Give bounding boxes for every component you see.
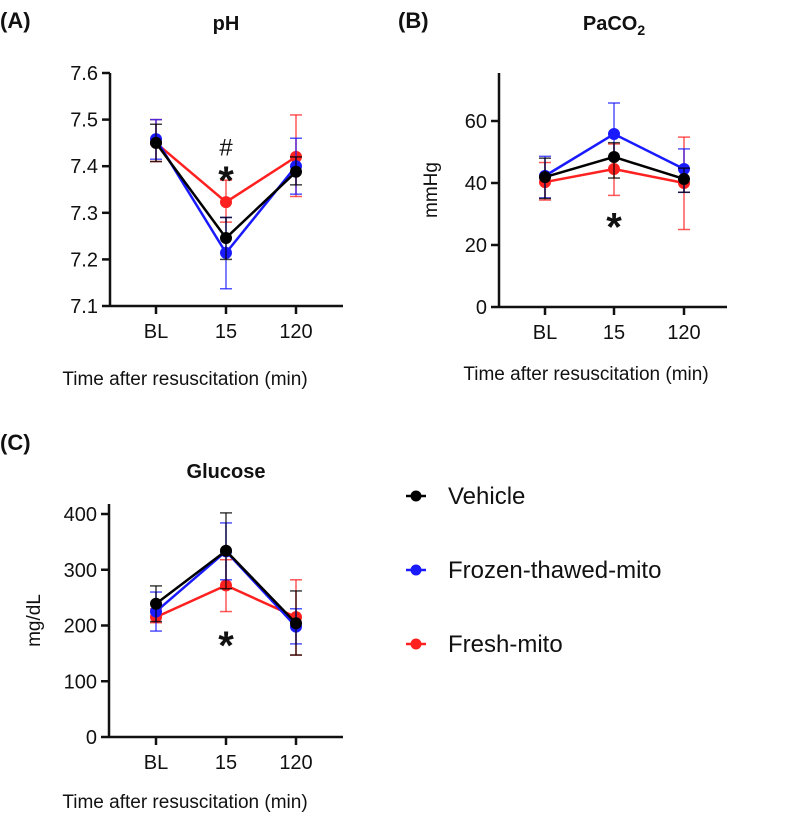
- panel-title-b: PaCO2: [583, 13, 645, 38]
- x-tick-label: BL: [144, 752, 168, 774]
- x-axis-label: Time after resuscitation (min): [62, 369, 307, 390]
- y-tick-label: 7.3: [70, 203, 98, 225]
- data-point: [220, 544, 232, 557]
- data-point: [150, 597, 162, 610]
- y-tick-label: 0: [86, 727, 97, 749]
- title-b-subscript: 2: [637, 22, 645, 38]
- x-tick-label: 120: [667, 322, 700, 344]
- y-tick-label: 100: [64, 671, 97, 693]
- panel-2: 0 100 200 300 400 BL 15 120 Time after resuscita…: [24, 504, 343, 813]
- title-b-main: PaCO: [583, 13, 637, 35]
- series-vehicle: [150, 123, 302, 261]
- y-tick-label: 7.2: [70, 249, 98, 271]
- legend-label: Frozen-thawed-mito: [448, 557, 661, 584]
- y-axis-label: mmHg: [421, 162, 442, 218]
- y-tick-label: 7.5: [70, 110, 98, 132]
- x-tick-label: 15: [215, 752, 237, 774]
- y-tick-label: 400: [64, 504, 97, 526]
- x-tick-label: 15: [603, 322, 625, 344]
- x-tick-label: BL: [533, 322, 557, 344]
- legend-label: Fresh-mito: [448, 631, 563, 658]
- data-point: [150, 136, 162, 149]
- significance-annotation: *: [218, 159, 234, 203]
- significance-annotation: *: [218, 624, 234, 668]
- y-tick-label: 40: [465, 173, 487, 195]
- series-vehicle: [150, 512, 302, 656]
- panel-1: 0 20 40 60 BL 15 120 Time after resuscitation (…: [421, 73, 727, 385]
- data-point: [290, 165, 302, 178]
- significance-annotation: *: [606, 205, 622, 249]
- significance-annotation: #: [219, 135, 233, 162]
- x-axis-label: Time after resuscitation (min): [62, 792, 307, 813]
- y-tick-label: 20: [465, 235, 487, 257]
- panel-label-c: (C): [0, 430, 31, 455]
- legend-marker: [410, 564, 422, 576]
- y-tick-label: 200: [64, 616, 97, 638]
- y-tick-label: 60: [465, 111, 487, 133]
- x-axis-label: Time after resuscitation (min): [463, 364, 708, 385]
- data-point: [678, 172, 690, 185]
- series-vehicle: [539, 141, 690, 200]
- data-point: [539, 171, 551, 184]
- x-tick-label: 120: [279, 752, 312, 774]
- data-point: [290, 617, 302, 630]
- legend: Vehicle Frozen-thawed-mito Fresh-mito: [406, 483, 661, 658]
- data-point: [220, 231, 232, 244]
- y-tick-label: 0: [476, 297, 487, 319]
- x-tick-label: 15: [215, 321, 237, 343]
- panel-label-a: (A): [0, 8, 31, 33]
- legend-marker: [410, 490, 422, 502]
- x-tick-label: 120: [279, 321, 312, 343]
- panel-0: 7.1 7.2 7.3 7.4 7.5 7.6 BL 15 120 Time after resu…: [62, 63, 343, 390]
- legend-label: Vehicle: [448, 483, 525, 510]
- data-point: [220, 196, 232, 209]
- y-axis-label: mg/dL: [24, 594, 45, 647]
- panel-title-c: Glucose: [187, 461, 266, 483]
- y-tick-label: 300: [64, 560, 97, 582]
- legend-marker: [410, 638, 422, 650]
- data-point: [608, 150, 620, 163]
- panel-title-a: pH: [213, 13, 240, 35]
- y-tick-label: 7.1: [70, 296, 98, 318]
- panel-label-b: (B): [398, 8, 429, 33]
- y-tick-label: 7.6: [70, 63, 98, 85]
- y-tick-label: 7.4: [70, 156, 98, 178]
- x-tick-label: BL: [144, 321, 168, 343]
- data-point: [608, 128, 620, 141]
